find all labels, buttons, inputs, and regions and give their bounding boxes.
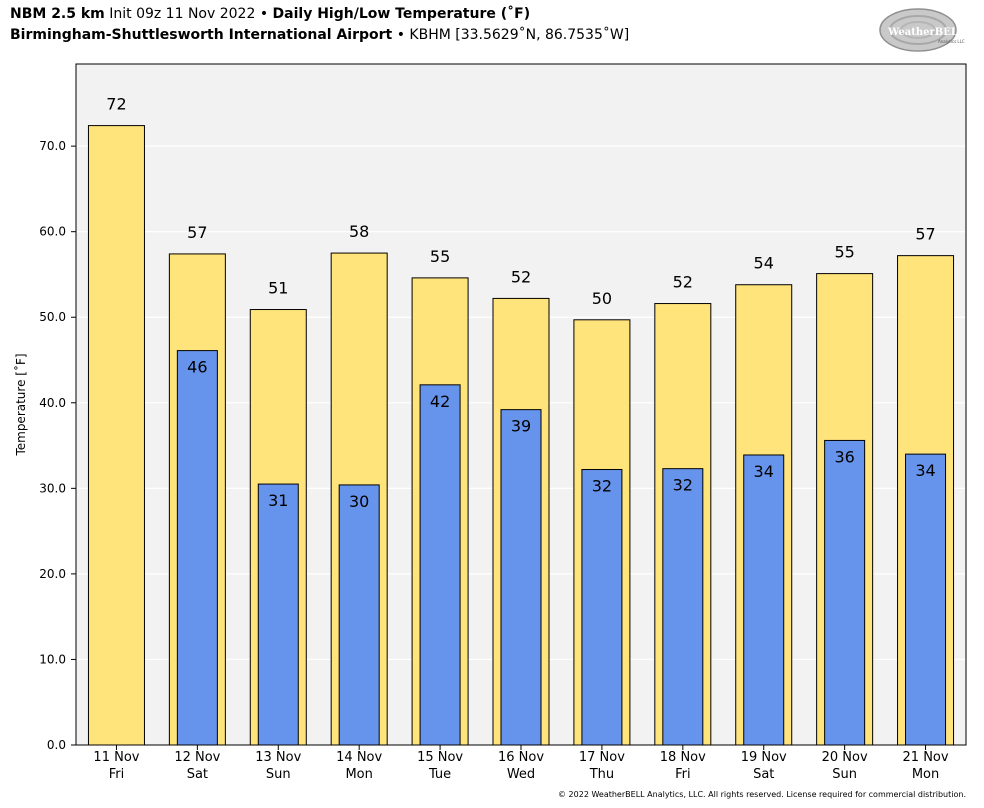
y-axis-label: Temperature [˚F] [13,353,28,456]
low-temp-label: 36 [834,447,854,466]
separator: • [396,27,405,43]
high-temp-label: 50 [592,289,612,308]
high-temp-label: 57 [915,225,935,244]
svg-text:Analytics LLC: Analytics LLC [938,39,965,44]
low-temp-label: 34 [754,462,774,481]
low-temp-bar [176,350,218,746]
model-name: NBM 2.5 km [10,6,105,22]
low-temp-bar [743,454,785,746]
x-tick-label-date: 17 Nov [579,750,625,765]
x-tick-label-date: 15 Nov [417,750,463,765]
x-tick-label-day: Mon [912,767,939,782]
high-temp-label: 52 [511,267,531,286]
copyright-footer: © 2022 WeatherBELL Analytics, LLC. All r… [558,790,966,799]
y-tick-label: 20.0 [39,567,66,581]
y-tick-label: 10.0 [39,652,66,666]
x-tick-label-day: Fri [109,767,125,782]
station-info: KBHM [33.5629˚N, 86.7535˚W] [409,27,630,43]
low-temp-label: 42 [430,392,450,411]
x-tick-label-day: Fri [675,767,691,782]
x-tick-label-day: Wed [507,767,535,782]
plot-frame [75,63,967,746]
x-tick-label-day: Sat [753,767,774,782]
low-temp-bar [905,453,947,746]
weatherbell-logo: WeatherBELL Analytics LLC [879,8,965,52]
low-temp-bar [824,439,866,746]
x-tick-label-date: 12 Nov [174,750,220,765]
x-tick-label-date: 16 Nov [498,750,544,765]
svg-text:WeatherBELL: WeatherBELL [887,27,965,38]
low-temp-label: 32 [673,476,693,495]
low-temp-label: 34 [915,461,935,480]
station-name: Birmingham-Shuttlesworth International A… [10,27,393,43]
high-temp-label: 54 [754,254,774,273]
x-tick-label-day: Tue [428,767,451,782]
low-temp-bar [338,484,380,746]
y-tick-label: 40.0 [39,396,66,410]
y-tick-label: 30.0 [39,481,66,495]
low-temp-bar [581,469,623,746]
x-tick-label-date: 11 Nov [93,750,139,765]
low-temp-label: 31 [268,491,288,510]
low-temp-label: 46 [187,358,207,377]
low-temp-label: 30 [349,492,369,511]
high-temp-label: 55 [430,247,450,266]
low-temp-bar [257,483,299,746]
high-temp-label: 52 [673,273,693,292]
high-temp-label: 57 [187,223,207,242]
init-time: Init 09z 11 Nov 2022 [109,6,256,22]
low-temp-bar [419,384,461,746]
x-tick-label-date: 20 Nov [822,750,868,765]
x-tick-label-date: 13 Nov [255,750,301,765]
x-tick-label-day: Sun [832,767,857,782]
y-tick-label: 50.0 [39,310,66,324]
x-tick-label-day: Sat [187,767,208,782]
y-tick-label: 60.0 [39,225,66,239]
high-temp-bar [87,125,145,746]
chart-title-line1: NBM 2.5 km Init 09z 11 Nov 2022 • Daily … [10,6,530,22]
high-temp-label: 55 [834,243,854,262]
x-tick-label-date: 18 Nov [660,750,706,765]
x-tick-label-date: 21 Nov [903,750,949,765]
low-temp-label: 39 [511,417,531,436]
x-tick-label-date: 19 Nov [741,750,787,765]
separator: • [259,6,269,22]
x-tick-label-day: Thu [589,767,614,782]
low-temp-bar [662,468,704,746]
high-temp-label: 51 [268,279,288,298]
low-temp-bar [500,409,542,746]
chart-title-line2: Birmingham-Shuttlesworth International A… [10,27,629,43]
y-tick-label: 0.0 [47,738,66,752]
x-tick-label-date: 14 Nov [336,750,382,765]
x-tick-label-day: Sun [266,767,291,782]
high-temp-label: 72 [106,95,126,114]
y-tick-label: 70.0 [39,139,66,153]
product-name: Daily High/Low Temperature (˚F) [272,6,531,22]
low-temp-label: 32 [592,477,612,496]
x-tick-label-day: Mon [345,767,372,782]
high-temp-label: 58 [349,222,369,241]
